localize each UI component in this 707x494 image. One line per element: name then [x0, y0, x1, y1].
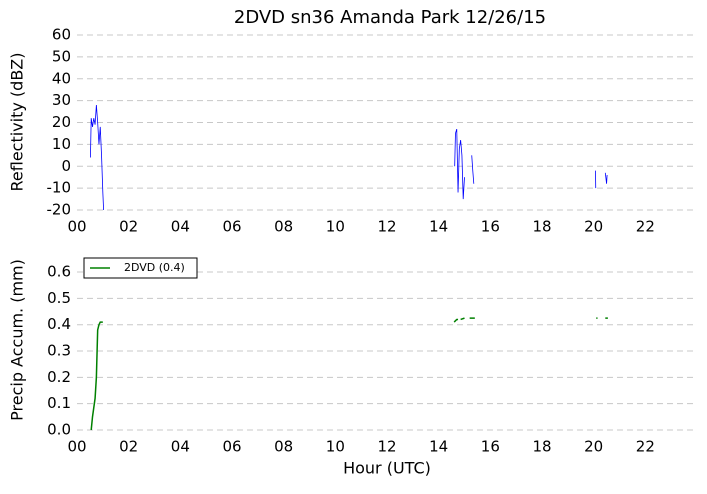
y-tick-label: 0: [61, 157, 71, 175]
y-tick-label: 30: [52, 91, 71, 109]
x-tick-label: 22: [636, 218, 655, 236]
legend-box: [83, 257, 198, 279]
x-tick-label: 00: [67, 218, 86, 236]
x-tick-label: 10: [326, 438, 345, 456]
x-tick-label: 14: [429, 438, 448, 456]
x-tick-label: 20: [584, 218, 603, 236]
x-tick-label: 02: [119, 438, 138, 456]
x-axis-label: Hour (UTC): [343, 459, 431, 478]
y-tick-label: 40: [52, 69, 71, 87]
x-tick-label: 02: [119, 218, 138, 236]
x-tick-label: 14: [429, 218, 448, 236]
x-tick-label: 06: [222, 438, 241, 456]
legend-label: 2DVD (0.4): [124, 261, 185, 274]
y-axis-label: Reflectivity (dBZ): [8, 53, 27, 192]
x-tick-label: 18: [532, 218, 551, 236]
x-tick-label: 16: [481, 438, 500, 456]
x-tick-label: 12: [377, 438, 396, 456]
y-tick-label: 0.3: [47, 342, 71, 360]
chart-title: 2DVD sn36 Amanda Park 12/26/15: [234, 7, 546, 28]
x-tick-label: 08: [274, 218, 293, 236]
x-tick-label: 12: [377, 218, 396, 236]
x-tick-label: 22: [636, 438, 655, 456]
y-tick-label: -20: [47, 201, 72, 219]
data-line: [90, 317, 608, 431]
x-tick-label: 20: [584, 438, 603, 456]
y-tick-label: 50: [52, 47, 71, 65]
x-tick-label: 04: [171, 438, 190, 456]
y-tick-label: 0.5: [47, 289, 71, 307]
x-tick-label: 16: [481, 218, 500, 236]
y-tick-label: 20: [52, 113, 71, 131]
x-tick-label: 08: [274, 438, 293, 456]
y-tick-label: 0.6: [47, 263, 71, 281]
y-tick-label: 0.0: [47, 421, 71, 439]
y-tick-label: 60: [52, 26, 71, 44]
y-tick-label: -10: [47, 179, 72, 197]
x-tick-label: 04: [171, 218, 190, 236]
data-line: [90, 104, 608, 211]
y-tick-label: 0.2: [47, 368, 71, 386]
x-tick-label: 10: [326, 218, 345, 236]
y-axis-label: Precip Accum. (mm): [8, 259, 27, 421]
y-tick-label: 10: [52, 135, 71, 153]
x-tick-label: 18: [532, 438, 551, 456]
x-tick-label: 06: [222, 218, 241, 236]
x-tick-label: 00: [67, 438, 86, 456]
y-tick-label: 0.4: [47, 315, 71, 333]
y-tick-label: 0.1: [47, 394, 71, 412]
